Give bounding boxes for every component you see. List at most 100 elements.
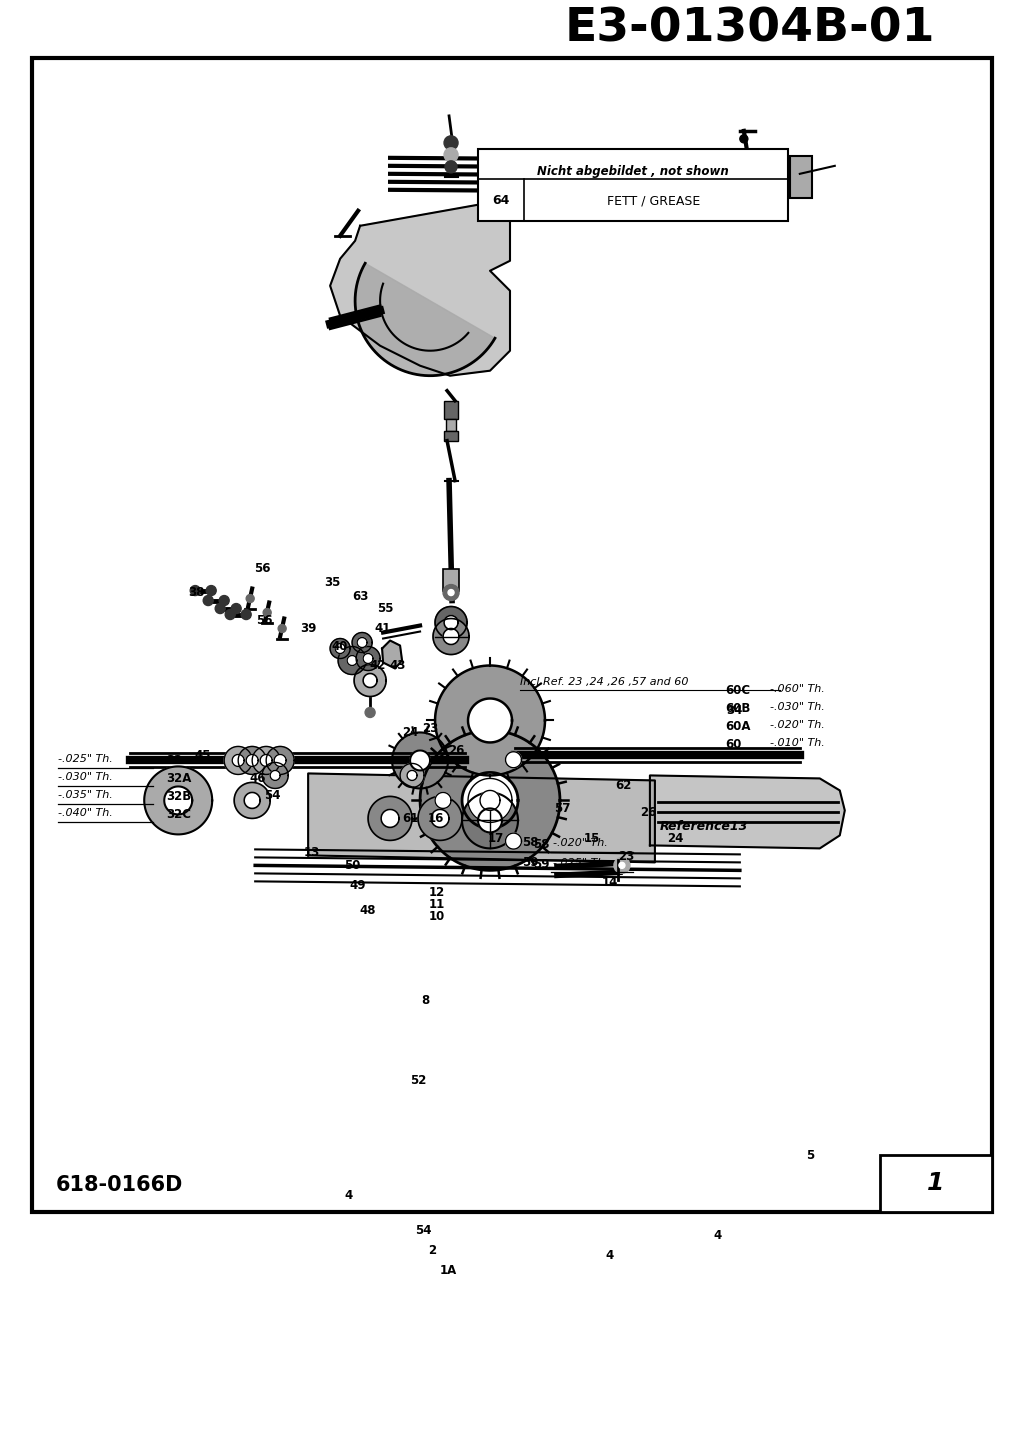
Polygon shape	[363, 673, 377, 687]
Text: 41: 41	[375, 622, 391, 635]
Text: -.010" Th.: -.010" Th.	[770, 738, 825, 748]
Bar	[444, 401, 458, 418]
Text: Incl.Ref. 23 ,24 ,26 ,57 and 60: Incl.Ref. 23 ,24 ,26 ,57 and 60	[520, 677, 688, 686]
Polygon shape	[335, 644, 345, 654]
Text: 55: 55	[377, 602, 393, 615]
Bar	[444, 431, 458, 441]
Text: 46: 46	[250, 771, 266, 784]
Polygon shape	[436, 606, 467, 638]
Polygon shape	[252, 747, 280, 774]
Polygon shape	[469, 699, 512, 742]
Text: 35: 35	[324, 576, 341, 589]
Polygon shape	[410, 751, 430, 770]
Text: 11: 11	[429, 897, 445, 910]
Text: -.020" Th.: -.020" Th.	[553, 838, 608, 848]
Polygon shape	[352, 632, 373, 653]
Circle shape	[740, 135, 748, 143]
Text: 45: 45	[194, 750, 211, 763]
Circle shape	[445, 161, 457, 172]
Text: 16: 16	[428, 812, 444, 825]
Text: 61: 61	[401, 812, 418, 825]
Circle shape	[247, 595, 254, 602]
Text: 54: 54	[264, 789, 281, 802]
Polygon shape	[224, 747, 252, 774]
Text: 618-0166D: 618-0166D	[56, 1175, 183, 1195]
Polygon shape	[443, 628, 459, 644]
Polygon shape	[436, 793, 451, 809]
Text: FETT / GREASE: FETT / GREASE	[607, 194, 701, 207]
Polygon shape	[400, 764, 424, 787]
Text: 50: 50	[344, 860, 360, 873]
Bar	[443, 569, 459, 590]
Text: Nicht abgebildet , not shown: Nicht abgebildet , not shown	[537, 165, 729, 178]
Bar	[789, 156, 812, 198]
Text: 17: 17	[488, 832, 505, 845]
Polygon shape	[309, 774, 655, 862]
Polygon shape	[234, 783, 270, 819]
Polygon shape	[357, 638, 367, 647]
Text: 57: 57	[554, 802, 570, 815]
Text: 48: 48	[360, 904, 377, 917]
Polygon shape	[462, 773, 518, 828]
Text: 62: 62	[616, 778, 633, 792]
Text: 58: 58	[522, 836, 539, 849]
Text: 26: 26	[640, 806, 656, 819]
Text: 24: 24	[667, 832, 683, 845]
Polygon shape	[407, 770, 417, 780]
Polygon shape	[431, 809, 449, 828]
Circle shape	[279, 625, 286, 632]
Polygon shape	[330, 638, 350, 658]
Polygon shape	[355, 263, 495, 376]
Circle shape	[219, 596, 229, 605]
Polygon shape	[144, 767, 213, 835]
Polygon shape	[444, 615, 458, 629]
Text: 54: 54	[415, 1224, 431, 1237]
Text: 60B: 60B	[724, 702, 750, 715]
Circle shape	[444, 136, 458, 150]
Polygon shape	[275, 754, 286, 767]
Text: 60: 60	[724, 738, 741, 751]
Circle shape	[444, 148, 458, 162]
Polygon shape	[381, 809, 399, 828]
Polygon shape	[347, 655, 357, 666]
Text: 60A: 60A	[724, 721, 750, 734]
Text: 32: 32	[166, 754, 183, 767]
Circle shape	[443, 585, 459, 601]
Polygon shape	[392, 732, 448, 789]
Polygon shape	[363, 654, 374, 664]
Bar	[32, 58, 992, 1213]
Circle shape	[448, 589, 454, 596]
Circle shape	[206, 586, 216, 596]
Text: 34: 34	[727, 705, 743, 716]
Text: -.025" Th.: -.025" Th.	[553, 858, 608, 868]
Text: 10: 10	[429, 910, 445, 923]
Polygon shape	[260, 754, 272, 767]
Text: 4: 4	[714, 1229, 722, 1242]
Text: 40: 40	[332, 640, 349, 653]
Polygon shape	[270, 770, 280, 780]
Polygon shape	[330, 201, 510, 376]
Text: 56: 56	[256, 614, 272, 627]
Circle shape	[190, 586, 200, 596]
Circle shape	[203, 596, 214, 605]
Text: -.030" Th.: -.030" Th.	[770, 702, 825, 712]
Polygon shape	[480, 790, 501, 810]
Text: 63: 63	[352, 590, 368, 603]
Text: E3-01304B-01: E3-01304B-01	[565, 6, 935, 52]
Text: -.020" Th.: -.020" Th.	[770, 721, 825, 731]
Text: 32A: 32A	[166, 773, 192, 786]
Polygon shape	[338, 647, 366, 674]
Text: 15: 15	[584, 832, 601, 845]
Polygon shape	[433, 618, 469, 654]
Polygon shape	[354, 664, 386, 696]
Circle shape	[619, 862, 625, 868]
Text: 13: 13	[304, 846, 320, 860]
Polygon shape	[266, 747, 294, 774]
Text: 39: 39	[300, 622, 317, 635]
Text: 2: 2	[428, 1243, 437, 1256]
Text: 12: 12	[429, 886, 445, 899]
Text: 64: 64	[492, 194, 510, 207]
Text: -.025" Th.: -.025" Th.	[58, 754, 114, 764]
Polygon shape	[238, 747, 266, 774]
Text: 60C: 60C	[724, 684, 750, 697]
